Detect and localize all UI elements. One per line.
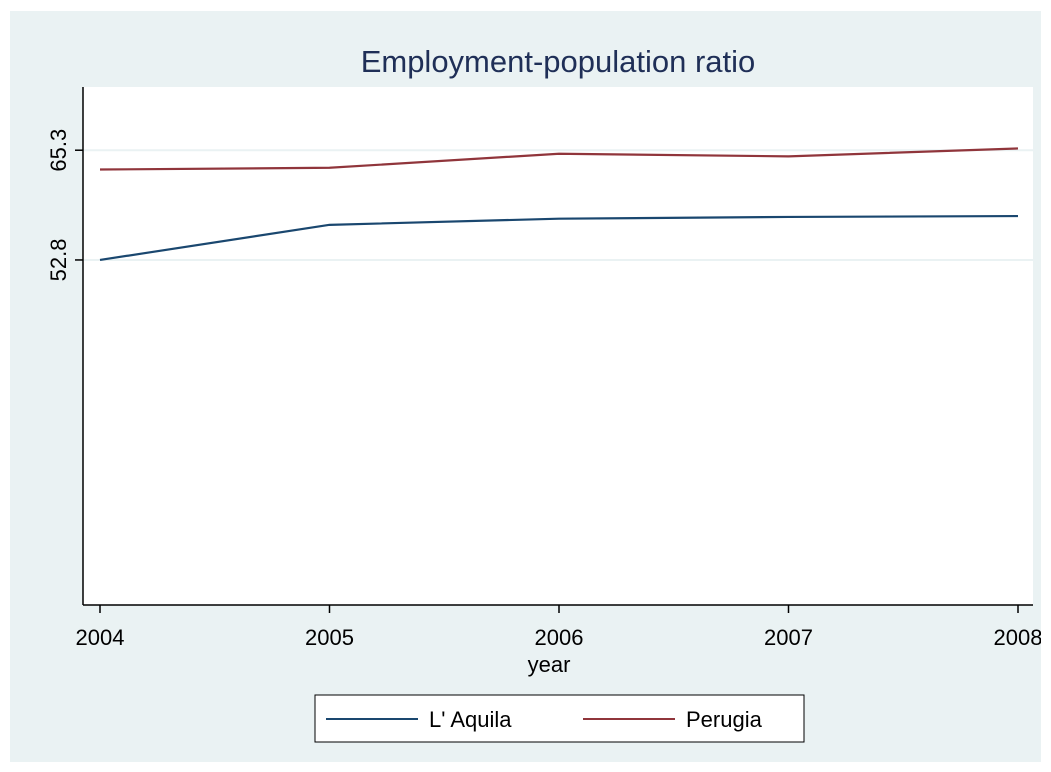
legend-label-l-aquila: L' Aquila [429,707,512,732]
gridlines [83,149,1033,261]
y-tick-label: 52.8 [46,239,71,282]
x-axis-label: year [528,652,571,677]
legend-label-perugia: Perugia [686,707,763,732]
y-axis-ticks: 52.8 65.3 [46,129,83,282]
plot-area [83,87,1033,605]
chart-figure: 2004 2005 2006 2007 2008 52.8 65.3 Employment… [10,11,1041,762]
series-line-perugia [99,147,1019,171]
x-tick-label: 2006 [535,625,584,650]
series-line-l-aquila [99,214,1019,262]
x-tick-label: 2005 [305,625,354,650]
legend: L' Aquila Perugia [314,694,805,743]
chart-title: Employment-population ratio [361,44,756,79]
x-tick-label: 2004 [76,625,125,650]
y-tick-label: 65.3 [46,129,71,172]
x-axis-ticks: 2004 2005 2006 2007 2008 [76,605,1041,650]
series-lines [99,147,1019,262]
line-chart: 2004 2005 2006 2007 2008 52.8 65.3 Employment… [46,44,1041,743]
x-tick-label: 2008 [994,625,1041,650]
x-tick-label: 2007 [764,625,813,650]
